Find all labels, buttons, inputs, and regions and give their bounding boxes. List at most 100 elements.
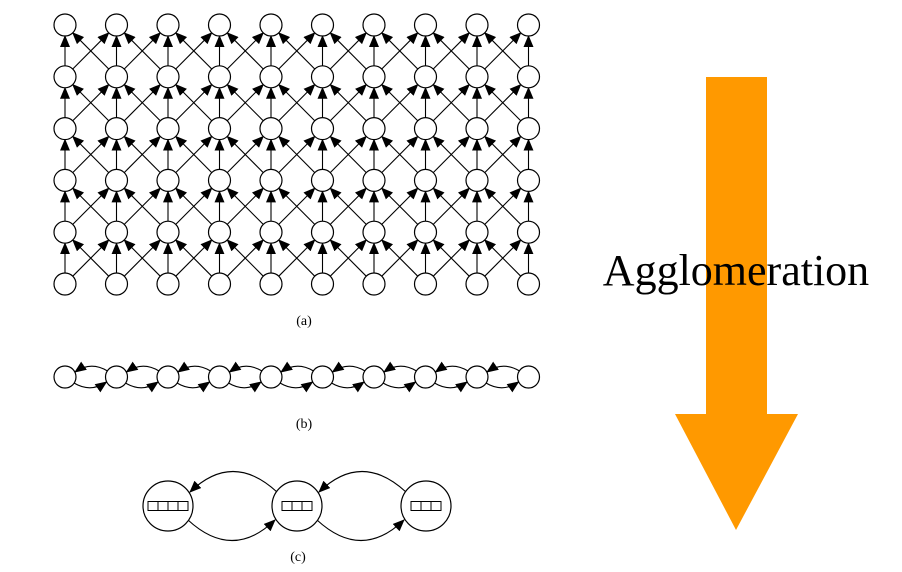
- grid-node: [259, 272, 283, 296]
- grid-node: [362, 65, 386, 89]
- grid-node: [310, 220, 335, 244]
- grid-node: [207, 13, 232, 37]
- chain-node: [516, 365, 541, 389]
- panel-c-label: (c): [290, 550, 306, 565]
- grid-edge: [175, 83, 213, 122]
- chain-node: [156, 365, 180, 389]
- grid-edge: [278, 32, 316, 70]
- chain-edge: [228, 381, 262, 393]
- agglomeration-arrow: [675, 77, 798, 530]
- grid-edge: [226, 32, 264, 70]
- agg-node-cells: [410, 501, 442, 511]
- grid-node: [53, 220, 77, 244]
- grid-node: [104, 168, 129, 192]
- agg-edge: [187, 519, 276, 541]
- chain-edge: [280, 361, 314, 373]
- grid-edge: [175, 135, 213, 173]
- grid-node: [465, 168, 489, 192]
- agg-edge: [316, 519, 405, 541]
- grid-node: [156, 168, 180, 192]
- grid-edge: [381, 32, 419, 70]
- grid-node: [310, 117, 335, 141]
- grid-node: [465, 65, 489, 89]
- grid-node: [53, 272, 77, 296]
- grid-node: [465, 272, 489, 296]
- grid-edge: [381, 239, 419, 277]
- chain-node: [53, 365, 77, 389]
- grid-edge: [72, 187, 110, 225]
- grid-node: [516, 117, 541, 141]
- chain-node: [207, 365, 232, 389]
- grid-node: [259, 13, 283, 37]
- chain-edge: [434, 361, 469, 373]
- grid-edge: [72, 135, 110, 173]
- grid-edge: [484, 32, 522, 70]
- grid-edge: [329, 187, 367, 225]
- grid-edge: [432, 83, 470, 122]
- grid-node: [207, 168, 232, 192]
- grid-node: [259, 65, 283, 89]
- grid-node: [516, 220, 541, 244]
- grid-edge: [226, 135, 264, 173]
- grid-node: [465, 117, 489, 141]
- grid-node: [362, 117, 386, 141]
- grid-edge: [484, 239, 522, 277]
- grid-node: [310, 168, 335, 192]
- grid-edge: [123, 32, 161, 70]
- grid-edge: [381, 83, 419, 122]
- grid-edge: [123, 135, 161, 173]
- grid-node: [310, 272, 335, 296]
- grid-node: [53, 168, 77, 192]
- grid-node: [156, 13, 180, 37]
- grid-edge: [278, 135, 316, 173]
- agglomeration-label: Agglomeration: [603, 246, 869, 295]
- grid-edge: [484, 187, 522, 225]
- grid-edge: [278, 187, 316, 225]
- grid-node: [156, 220, 180, 244]
- grid-node: [104, 272, 129, 296]
- grid-node: [413, 13, 438, 37]
- panel-c-agglomerated-network: [142, 471, 452, 541]
- grid-node: [413, 220, 438, 244]
- chain-edge: [228, 361, 263, 373]
- grid-node: [310, 65, 335, 89]
- agg-edge: [318, 471, 407, 493]
- grid-node: [156, 65, 180, 89]
- grid-node: [362, 13, 386, 37]
- chain-node: [259, 365, 283, 389]
- grid-edge: [329, 135, 367, 173]
- grid-node: [104, 65, 129, 89]
- grid-node: [207, 220, 232, 244]
- grid-node: [259, 168, 283, 192]
- grid-node: [53, 117, 77, 141]
- panel-a-label: (a): [296, 314, 312, 329]
- grid-edge: [278, 239, 316, 277]
- grid-edge: [123, 187, 161, 225]
- grid-edge: [329, 32, 367, 70]
- chain-node: [413, 365, 438, 389]
- agg-node-cells: [281, 501, 313, 511]
- grid-edge: [432, 135, 470, 173]
- grid-edge: [123, 239, 161, 277]
- grid-edge: [432, 32, 470, 70]
- chain-edge: [331, 361, 366, 373]
- grid-node: [104, 13, 129, 37]
- panel-b-label: (b): [296, 417, 313, 432]
- grid-node: [156, 272, 180, 296]
- chain-edge: [331, 381, 365, 393]
- grid-node: [516, 65, 541, 89]
- grid-edge: [226, 187, 264, 225]
- grid-node: [207, 272, 232, 296]
- grid-node: [207, 117, 232, 141]
- grid-edge: [381, 187, 419, 225]
- chain-edge: [279, 381, 314, 393]
- grid-edge: [484, 135, 522, 173]
- grid-edge: [72, 83, 110, 122]
- grid-node: [53, 65, 77, 89]
- grid-node: [259, 117, 283, 141]
- grid-edge: [484, 83, 522, 122]
- chain-edge: [383, 361, 417, 373]
- grid-node: [104, 117, 129, 141]
- chain-edge: [125, 381, 159, 393]
